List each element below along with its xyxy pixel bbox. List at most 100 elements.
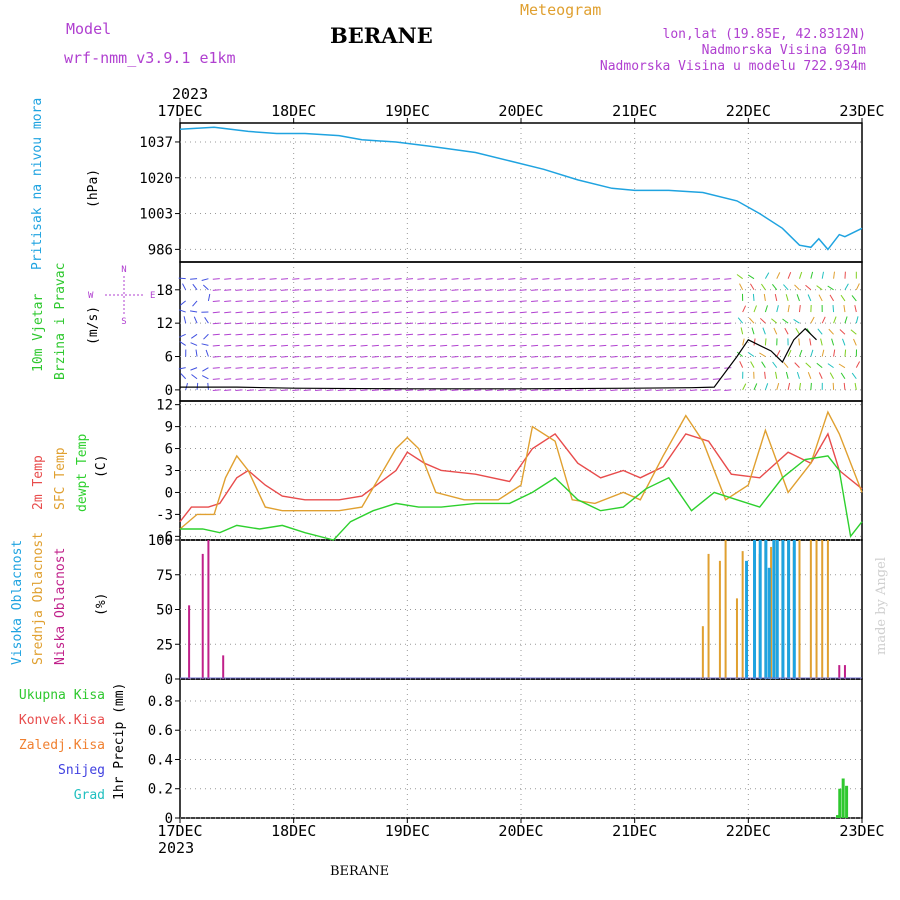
wind-arrow bbox=[326, 367, 334, 369]
wind-arrow bbox=[235, 367, 243, 369]
wind-arrow bbox=[292, 378, 300, 380]
wind-arrow bbox=[565, 300, 573, 302]
wind-arrow bbox=[496, 367, 504, 369]
wind-arrow bbox=[280, 278, 289, 280]
wind-arrow bbox=[508, 300, 516, 302]
meteogram-label: Meteogram bbox=[520, 1, 601, 19]
cloud-bar-high bbox=[758, 540, 762, 679]
wind-arrow bbox=[787, 305, 790, 313]
wind-arrow bbox=[235, 344, 243, 347]
wind-arrow bbox=[678, 367, 686, 369]
wind-arrow bbox=[764, 371, 766, 379]
wind-arrow bbox=[844, 349, 847, 357]
wind-arrow bbox=[405, 300, 414, 302]
wind-arrow bbox=[751, 327, 755, 335]
wind-arrow bbox=[565, 289, 573, 291]
wind-arrow bbox=[785, 294, 789, 302]
wind-arrow bbox=[565, 344, 573, 347]
cloud-bar-low bbox=[207, 540, 210, 679]
wind-arrow bbox=[280, 333, 289, 336]
wind-arrow bbox=[360, 389, 368, 391]
wind-arrow bbox=[760, 283, 766, 291]
wind-arrow bbox=[690, 300, 698, 302]
wind-arrow bbox=[303, 367, 311, 369]
wind-arrow bbox=[394, 367, 402, 369]
wind-arrow bbox=[508, 278, 516, 280]
wind-arrow bbox=[644, 333, 652, 336]
wind-arrow bbox=[712, 356, 720, 358]
wind-arrow bbox=[807, 372, 812, 379]
wind-arrow bbox=[798, 338, 800, 346]
wind-arrow bbox=[258, 300, 266, 302]
wind-arrow bbox=[794, 284, 800, 291]
wind-arrow bbox=[519, 333, 527, 336]
wind-arrow bbox=[553, 311, 561, 314]
wind-arrow bbox=[519, 278, 527, 280]
wind-arrow bbox=[428, 289, 436, 291]
wind-arrow bbox=[462, 389, 470, 391]
wind-arrow bbox=[656, 300, 664, 302]
wind-arrow bbox=[337, 311, 345, 314]
wind-arrow bbox=[451, 311, 459, 314]
wind-arrow bbox=[315, 378, 323, 380]
wind-arrow bbox=[212, 322, 220, 325]
wind-arrow bbox=[212, 278, 220, 280]
wind-arrow bbox=[838, 363, 846, 369]
wind-arrow bbox=[712, 344, 720, 347]
wind-arrow bbox=[753, 338, 756, 346]
wind-arrow bbox=[496, 344, 504, 347]
temp-dewpt-line bbox=[180, 455, 863, 541]
wind-arrow bbox=[531, 389, 539, 391]
wind-arrow bbox=[701, 378, 709, 380]
footer-station: BERANE bbox=[330, 864, 389, 879]
wind-arrow bbox=[371, 367, 379, 369]
wind-arrow bbox=[724, 333, 732, 336]
wind-arrow bbox=[712, 278, 720, 280]
wind-arrow bbox=[817, 328, 823, 335]
wind-arrow bbox=[667, 278, 675, 280]
wind-arrow bbox=[774, 293, 778, 302]
wind-arrow bbox=[794, 362, 800, 368]
cloud-bar-mid bbox=[770, 546, 773, 679]
wind-arrow bbox=[798, 305, 801, 313]
wind-arrow bbox=[763, 293, 766, 301]
wind-arrow bbox=[360, 356, 368, 358]
compass-n: N bbox=[121, 265, 126, 275]
wind-arrow bbox=[621, 289, 630, 291]
wind-arrow bbox=[690, 289, 698, 291]
cloud-bar-high bbox=[753, 540, 757, 679]
temp-unit: (C) bbox=[94, 455, 109, 478]
wind-arrow bbox=[759, 317, 766, 324]
wind-arrow bbox=[474, 356, 482, 358]
wind-arrow bbox=[724, 311, 732, 314]
y-tick-label: 1003 bbox=[139, 207, 173, 223]
wind-arrow bbox=[235, 289, 243, 291]
wind-arrow bbox=[821, 349, 825, 357]
wind-arrow bbox=[772, 361, 778, 368]
wind-arrow bbox=[831, 338, 835, 346]
plot-layer: 17DEC 17DEC 18DEC 18DEC 19DEC 19DEC 20DEC 20DEC… bbox=[139, 102, 884, 840]
wind-arrow bbox=[820, 338, 823, 346]
wind-arrow bbox=[565, 389, 573, 391]
wind-arrow bbox=[855, 361, 861, 368]
wind-arrow bbox=[428, 367, 436, 369]
precip-ylabel: 1hr Precip (mm) bbox=[112, 683, 127, 800]
wind-arrow bbox=[621, 356, 630, 358]
wind-arrow bbox=[621, 311, 630, 314]
wind-arrow bbox=[633, 389, 641, 391]
wind-arrow bbox=[383, 367, 391, 369]
wind-arrow bbox=[531, 344, 539, 347]
wind-arrow bbox=[428, 322, 436, 325]
wind-ylabel-2: Brzina i Pravac bbox=[53, 263, 68, 380]
wind-arrow bbox=[496, 311, 504, 314]
legend-total-rain: Ukupna Kisa bbox=[19, 688, 105, 703]
y-tick-label: 9 bbox=[165, 420, 173, 436]
wind-arrow bbox=[724, 278, 732, 280]
wind-arrow bbox=[796, 371, 800, 379]
wind-arrow bbox=[205, 349, 209, 357]
y-tick-label: 986 bbox=[148, 242, 173, 258]
wind-arrow bbox=[485, 367, 493, 369]
wind-arrow bbox=[508, 311, 516, 314]
wind-arrow bbox=[315, 333, 323, 336]
wind-arrow bbox=[485, 389, 493, 391]
